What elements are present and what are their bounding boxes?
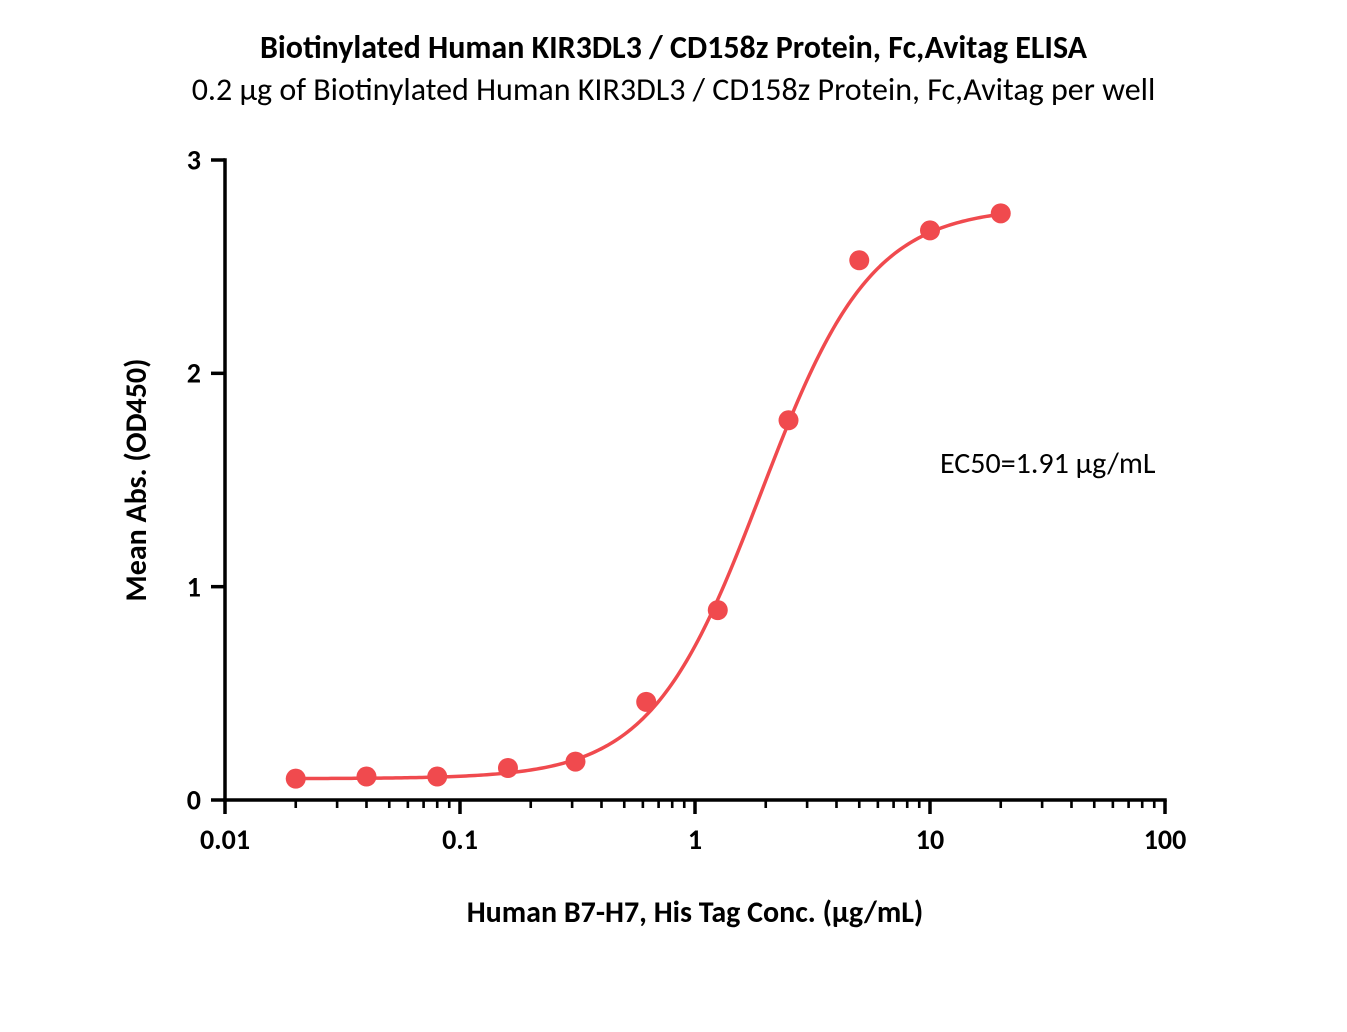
y-tick-label: 0 <box>187 783 201 818</box>
y-tick-label: 1 <box>187 569 201 604</box>
y-tick-label: 3 <box>187 143 201 178</box>
figure-container: Biotinylated Human KIR3DL3 / CD158z Prot… <box>0 0 1347 1032</box>
x-axis-label: Human B7-H7, His Tag Conc. (μg/mL) <box>225 894 1165 931</box>
ec50-annotation: EC50=1.91 μg/mL <box>940 445 1155 482</box>
x-tick-label: 1 <box>688 822 702 857</box>
x-tick-label: 10 <box>916 822 944 857</box>
x-tick-label: 0.01 <box>200 822 250 857</box>
x-tick-label: 0.1 <box>442 822 478 857</box>
plot-svg <box>0 0 1347 1032</box>
x-tick-label: 100 <box>1144 822 1187 857</box>
y-axis-label: Mean Abs. (OD450) <box>118 160 155 800</box>
y-tick-label: 2 <box>187 356 201 391</box>
